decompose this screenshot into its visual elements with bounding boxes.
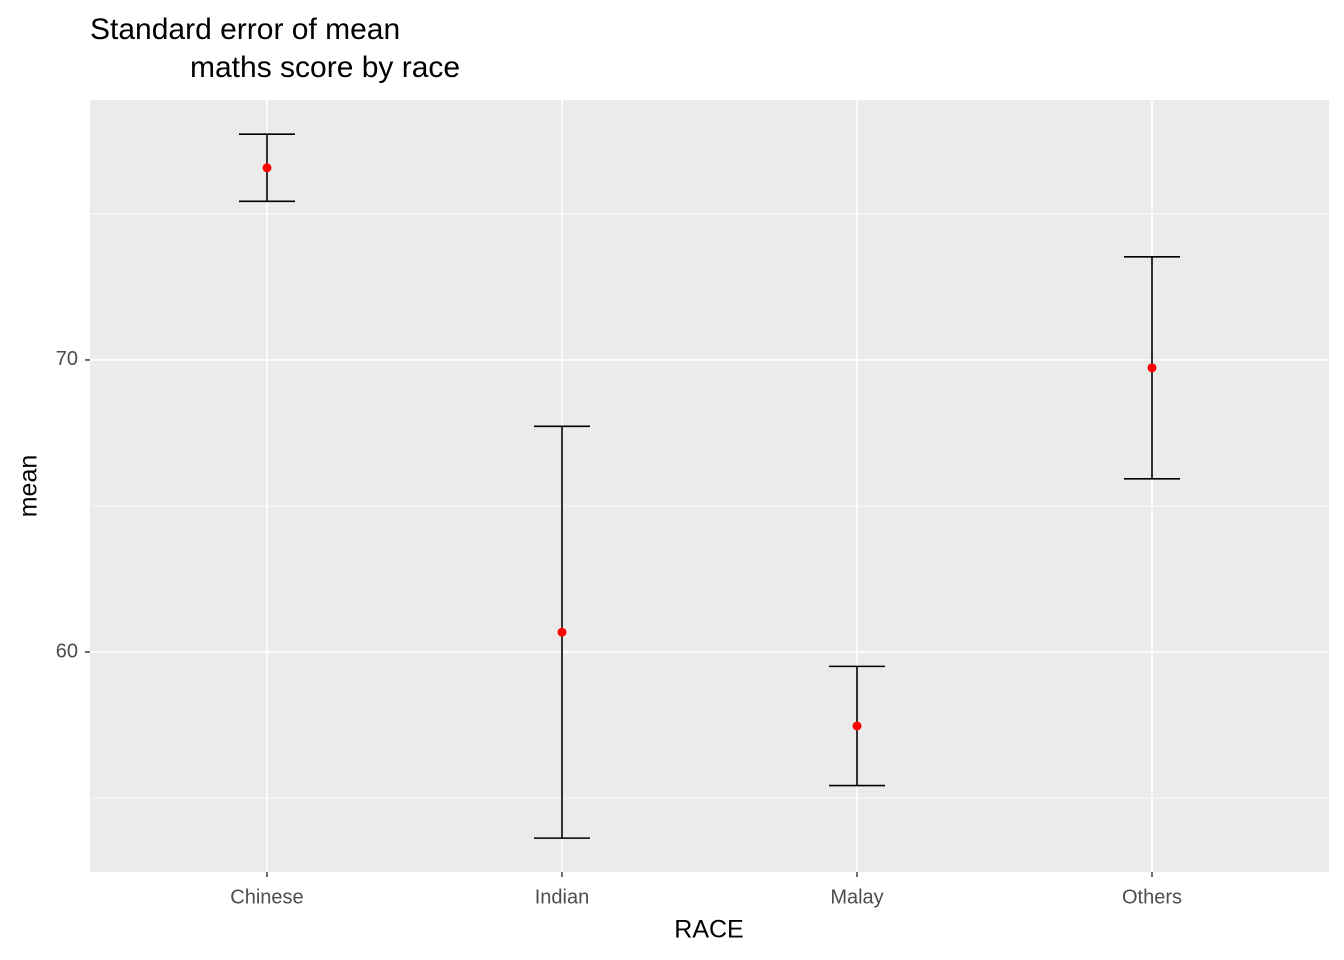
y-tick-label: 70 — [56, 348, 78, 370]
panel — [90, 100, 1329, 872]
y-axis-title: mean — [15, 455, 43, 518]
chart-title: Standard error of mean — [90, 13, 400, 46]
mean-point — [1147, 363, 1157, 373]
mean-point — [262, 163, 272, 173]
chart-title: maths score by race — [190, 51, 460, 84]
mean-point — [852, 721, 862, 731]
mean-point — [557, 627, 567, 637]
x-tick-label: Others — [1122, 886, 1182, 908]
y-tick-label: 60 — [56, 640, 78, 662]
x-axis-title: RACE — [674, 916, 743, 944]
x-tick-label: Indian — [535, 886, 590, 908]
x-tick-label: Chinese — [230, 886, 303, 908]
x-tick-label: Malay — [830, 886, 883, 908]
